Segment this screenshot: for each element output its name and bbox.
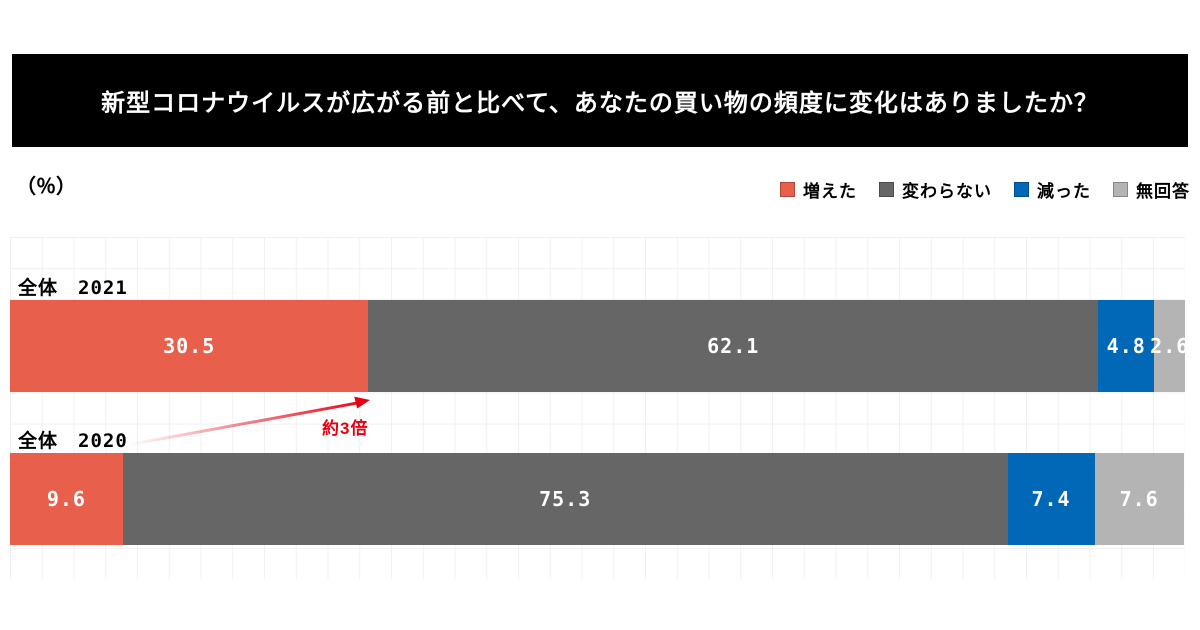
segment-value: 7.4: [1031, 487, 1071, 511]
legend-item-decreased: 減った: [1014, 177, 1091, 202]
bar-segment-increased: 30.5: [10, 300, 369, 392]
legend-label-decreased: 減った: [1037, 182, 1091, 201]
bar-row-2021: 30.5 62.1 4.8 2.6: [10, 300, 1188, 392]
bar-segment-decreased: 4.8: [1098, 300, 1155, 392]
segment-value: 30.5: [163, 334, 216, 358]
bar-segment-unchanged: 62.1: [368, 300, 1099, 392]
bar-row-2020: 9.6 75.3 7.4 7.6: [10, 453, 1185, 545]
segment-value: 62.1: [707, 334, 760, 358]
legend-item-noanswer: 無回答: [1113, 177, 1190, 202]
segment-value: 9.6: [46, 487, 86, 511]
bar-segment-noanswer: 2.6: [1150, 300, 1188, 392]
bar-segment-noanswer: 7.6: [1094, 453, 1184, 545]
bar-segment-decreased: 7.4: [1007, 453, 1095, 545]
increased-swatch-icon: [780, 182, 795, 197]
legend-item-unchanged: 変わらない: [879, 177, 992, 202]
decreased-swatch-icon: [1014, 182, 1029, 197]
legend: 増えた 変わらない 減った 無回答: [780, 177, 1190, 202]
legend-label-increased: 増えた: [803, 182, 857, 201]
segment-value: 75.3: [539, 487, 592, 511]
question-title-bar: 新型コロナウイルスが広がる前と比べて、あなたの買い物の頻度に変化はありましたか？: [12, 54, 1188, 147]
segment-value: 2.6: [1150, 334, 1190, 358]
bar-segment-unchanged: 75.3: [122, 453, 1008, 545]
category-label-2020: 全体 2020: [18, 430, 128, 452]
chart-area: 全体 2021 30.5 62.1 4.8 2.6 全体 2020 9.6 75.3 7.4 7.…: [10, 237, 1188, 579]
legend-label-unchanged: 変わらない: [902, 182, 992, 201]
legend-item-increased: 増えた: [780, 177, 857, 202]
question-title: 新型コロナウイルスが広がる前と比べて、あなたの買い物の頻度に変化はありましたか？: [101, 90, 1099, 117]
legend-label-noanswer: 無回答: [1136, 182, 1190, 201]
segment-value: 4.8: [1106, 334, 1146, 358]
noanswer-swatch-icon: [1113, 182, 1128, 197]
unit-label: （％）: [16, 176, 76, 198]
bar-segment-increased: 9.6: [10, 453, 123, 545]
unchanged-swatch-icon: [879, 182, 894, 197]
segment-value: 7.6: [1119, 487, 1159, 511]
category-label-2021: 全体 2021: [18, 277, 128, 299]
